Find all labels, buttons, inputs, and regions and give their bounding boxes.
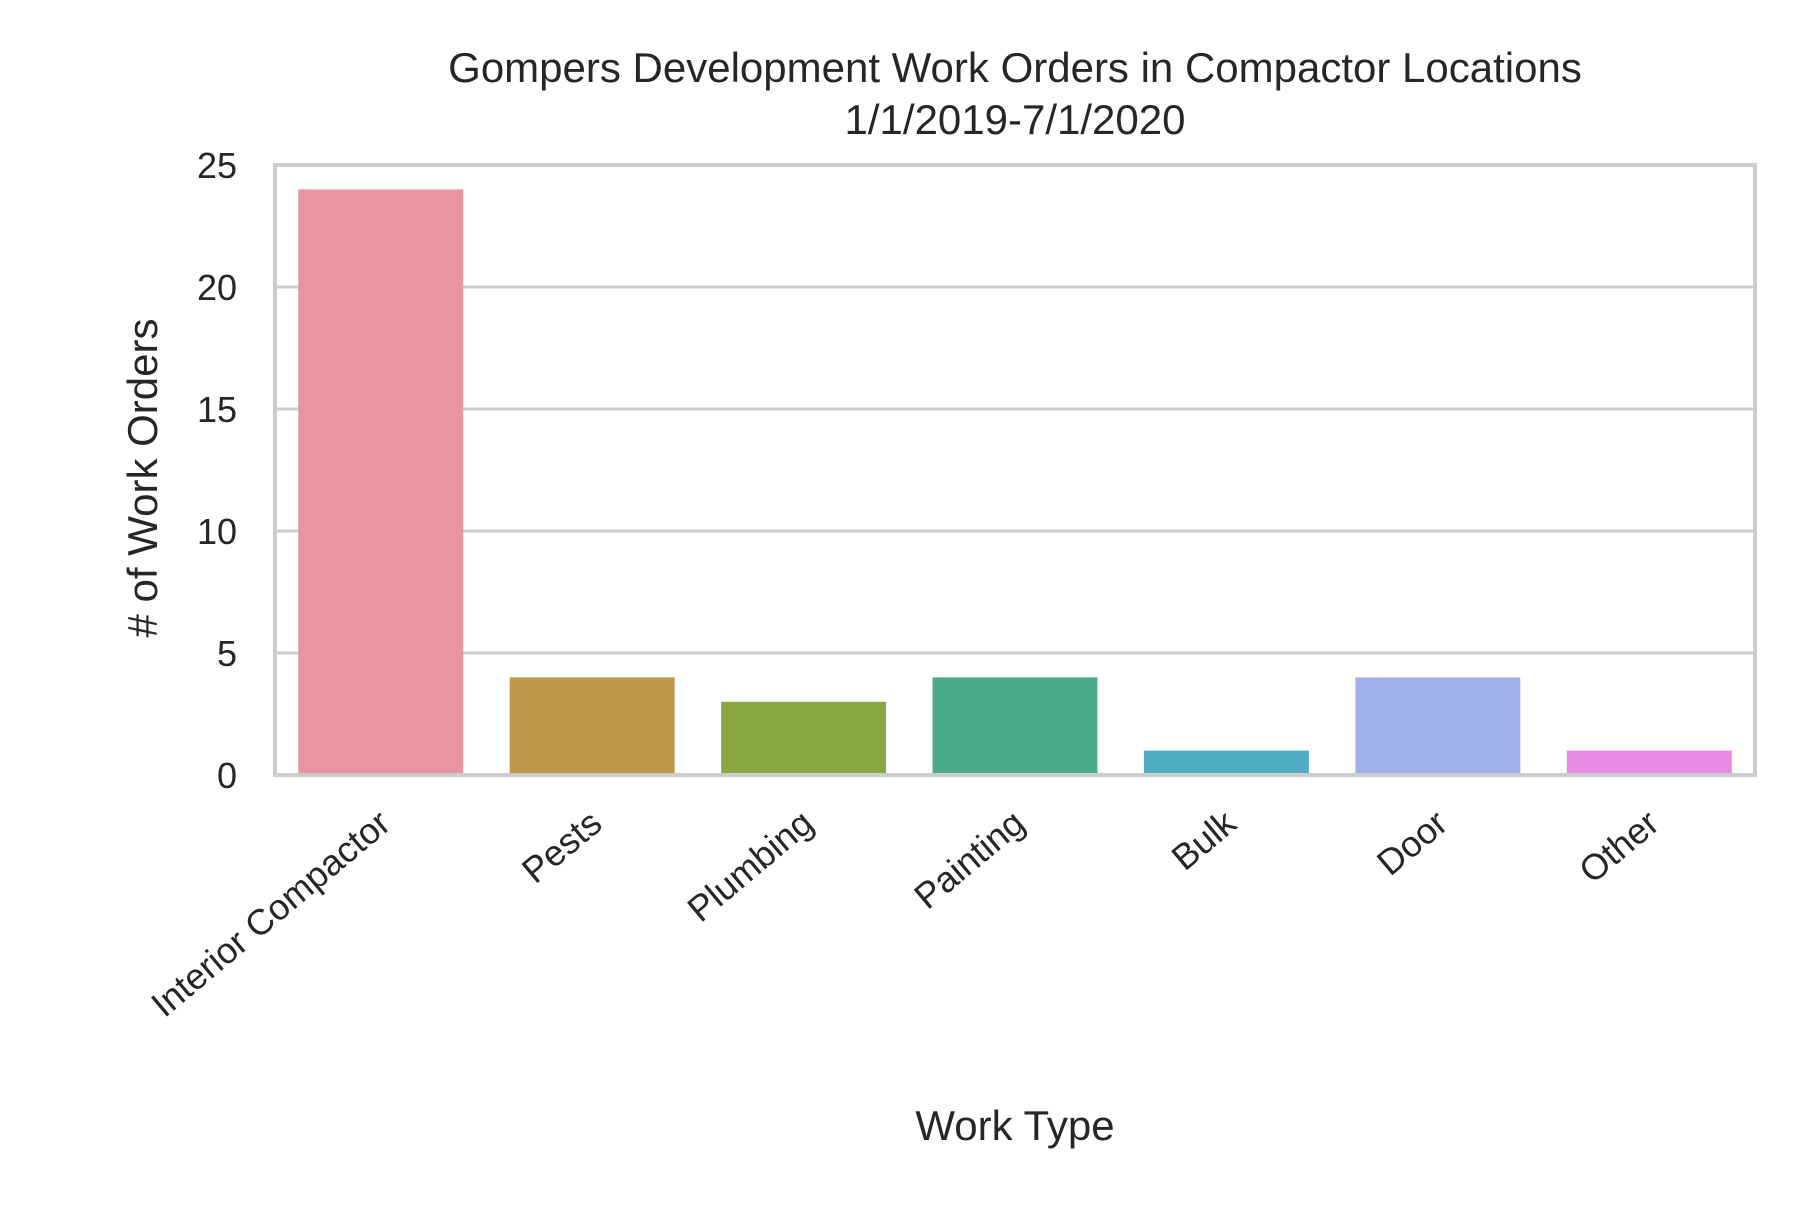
bar-interior-compactor bbox=[298, 189, 464, 775]
bars bbox=[298, 189, 1732, 775]
bar-door bbox=[1355, 677, 1521, 775]
bar-other bbox=[1566, 750, 1732, 775]
bar-painting bbox=[932, 677, 1098, 775]
x-tick-label: Plumbing bbox=[679, 802, 820, 930]
chart-subtitle: 1/1/2019-7/1/2020 bbox=[845, 96, 1186, 143]
x-tick-label: Painting bbox=[906, 802, 1032, 917]
x-tick-labels: Interior Compactor Pests Plumbing Painting B… bbox=[143, 801, 1666, 1025]
bar-pests bbox=[509, 677, 675, 775]
chart-title-group: Gompers Development Work Orders in Compa… bbox=[448, 44, 1582, 143]
x-axis-label: Work Type bbox=[915, 1102, 1114, 1149]
bar-plumbing bbox=[721, 701, 887, 775]
x-tick-label: Bulk bbox=[1164, 801, 1245, 878]
axes-frame bbox=[273, 163, 1757, 777]
y-axis-label: # of Work Orders bbox=[119, 319, 166, 638]
y-tick-label: 5 bbox=[217, 633, 237, 674]
x-tick-label: Pests bbox=[514, 802, 609, 891]
y-tick-label: 10 bbox=[197, 511, 237, 552]
x-tick-label: Door bbox=[1369, 802, 1455, 884]
y-tick-labels: 0 5 10 15 20 25 bbox=[197, 145, 237, 796]
y-tick-label: 15 bbox=[197, 389, 237, 430]
y-tick-label: 0 bbox=[217, 755, 237, 796]
y-tick-label: 25 bbox=[197, 145, 237, 186]
x-tick-label: Other bbox=[1571, 802, 1666, 891]
bar-bulk bbox=[1143, 750, 1309, 775]
chart-title: Gompers Development Work Orders in Compa… bbox=[448, 44, 1582, 91]
plot-frame bbox=[273, 163, 1757, 777]
y-tick-label: 20 bbox=[197, 267, 237, 308]
x-tick-label: Interior Compactor bbox=[143, 802, 398, 1025]
